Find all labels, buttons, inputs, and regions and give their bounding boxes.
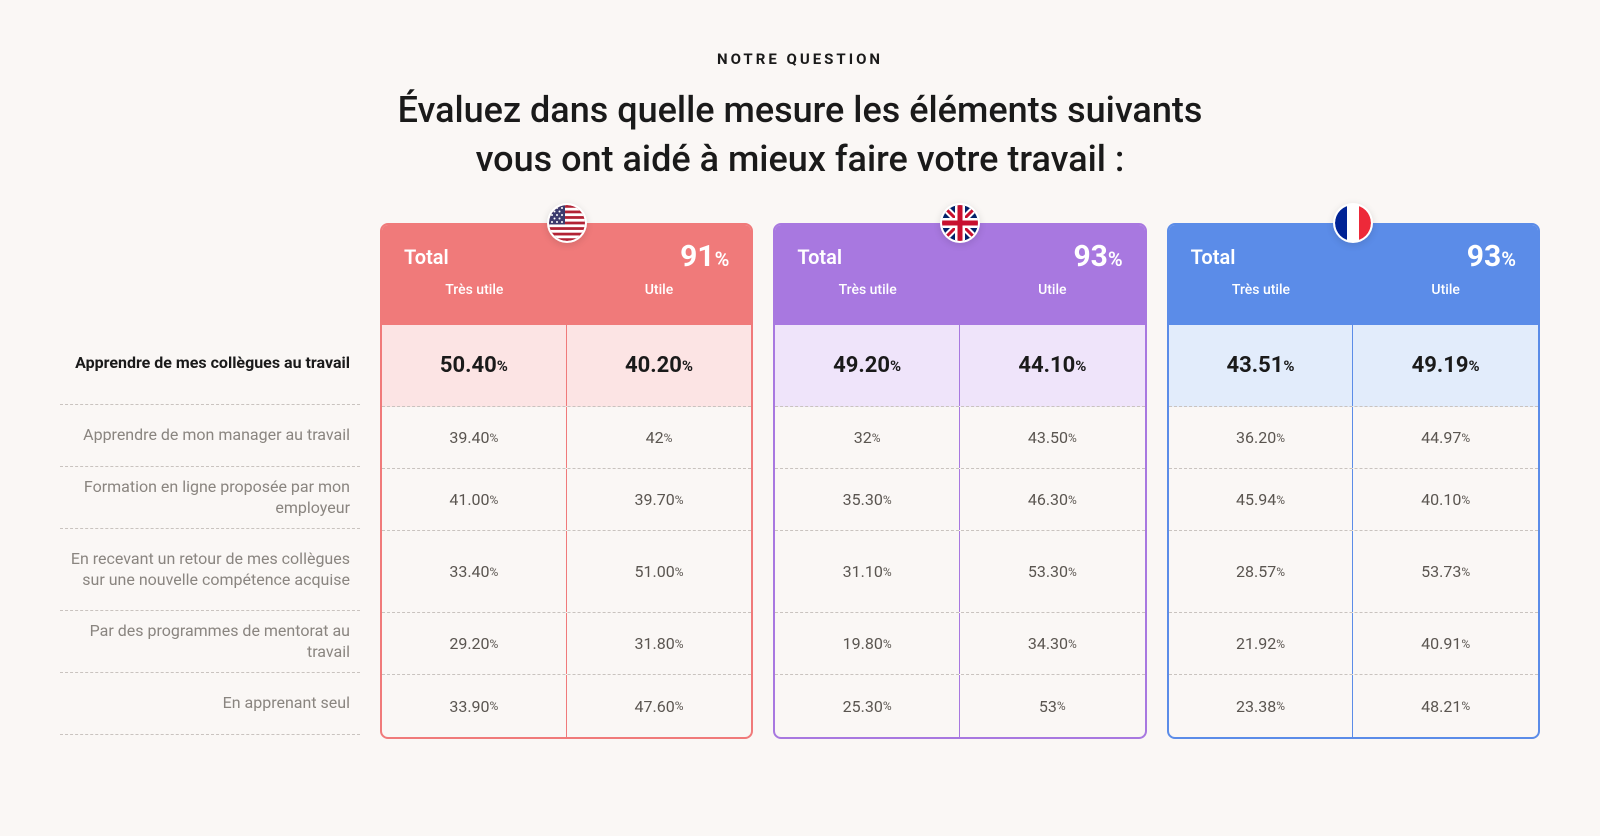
table-row: 33.40%51.00% xyxy=(382,531,751,613)
total-label: Total xyxy=(1191,245,1236,269)
cell-useful: 43.50% xyxy=(960,407,1145,468)
cell-useful: 53.30% xyxy=(960,531,1145,612)
cell-useful: 47.60% xyxy=(567,675,752,737)
cell-very-useful: 21.92% xyxy=(1169,613,1354,674)
cell-very-useful: 45.94% xyxy=(1169,469,1354,530)
row-label-highlight: Apprendre de mes collègues au travail xyxy=(60,323,360,405)
cell-very-useful: 31.10% xyxy=(775,531,960,612)
cell-very-useful: 19.80% xyxy=(775,613,960,674)
cell-useful: 49.19% xyxy=(1353,325,1538,406)
table-row: 28.57%53.73% xyxy=(1169,531,1538,613)
country-column-fr: Total 93% Très utileUtile 43.51%49.19%36.20… xyxy=(1167,223,1540,739)
flag-icon-fr xyxy=(1333,203,1373,243)
cell-useful: 34.30% xyxy=(960,613,1145,674)
cell-useful: 51.00% xyxy=(567,531,752,612)
cell-useful: 44.10% xyxy=(960,325,1145,406)
table-row: 25.30%53% xyxy=(775,675,1144,737)
cell-very-useful: 32% xyxy=(775,407,960,468)
country-column-uk: Total 93% Très utileUtile 49.20%44.10%32%43… xyxy=(773,223,1146,739)
total-percent: 93% xyxy=(1467,239,1516,274)
subheader-useful: Utile xyxy=(1353,282,1538,298)
country-box: Total 93% Très utileUtile 43.51%49.19%36.20… xyxy=(1167,223,1540,739)
title: Évaluez dans quelle mesure les éléments … xyxy=(60,86,1540,183)
cell-very-useful: 41.00% xyxy=(382,469,567,530)
cell-useful: 40.91% xyxy=(1353,613,1538,674)
flag-icon-us xyxy=(547,203,587,243)
row-label: En apprenant seul xyxy=(60,673,360,735)
table-row-highlight: 50.40%40.20% xyxy=(382,325,751,407)
title-line-1: Évaluez dans quelle mesure les éléments … xyxy=(398,89,1203,131)
table-row: 45.94%40.10% xyxy=(1169,469,1538,531)
row-label: Apprendre de mon manager au travail xyxy=(60,405,360,467)
cell-very-useful: 29.20% xyxy=(382,613,567,674)
cell-very-useful: 23.38% xyxy=(1169,675,1354,737)
cell-very-useful: 28.57% xyxy=(1169,531,1354,612)
flag-icon-uk xyxy=(940,203,980,243)
cell-useful: 53% xyxy=(960,675,1145,737)
cell-useful: 42% xyxy=(567,407,752,468)
subheader-useful: Utile xyxy=(567,282,752,298)
cell-useful: 44.97% xyxy=(1353,407,1538,468)
table-row: 35.30%46.30% xyxy=(775,469,1144,531)
table-row-highlight: 49.20%44.10% xyxy=(775,325,1144,407)
row-label: Formation en ligne proposée par mon empl… xyxy=(60,467,360,529)
country-box: Total 91% Très utileUtile 50.40%40.20%39.40… xyxy=(380,223,753,739)
table-row: 32%43.50% xyxy=(775,407,1144,469)
cell-useful: 31.80% xyxy=(567,613,752,674)
table-row: 36.20%44.97% xyxy=(1169,407,1538,469)
subheader-very-useful: Très utile xyxy=(1169,282,1354,298)
cell-very-useful: 36.20% xyxy=(1169,407,1354,468)
country-box: Total 93% Très utileUtile 49.20%44.10%32%43… xyxy=(773,223,1146,739)
cell-useful: 53.73% xyxy=(1353,531,1538,612)
total-label: Total xyxy=(797,245,842,269)
row-label: En recevant un retour de mes collègues s… xyxy=(60,529,360,611)
country-column-us: Total 91% Très utileUtile 50.40%40.20%39.40… xyxy=(380,223,753,739)
table-row: 41.00%39.70% xyxy=(382,469,751,531)
table-row: 39.40%42% xyxy=(382,407,751,469)
title-line-2: vous ont aidé à mieux faire votre travai… xyxy=(476,138,1125,180)
table-row-highlight: 43.51%49.19% xyxy=(1169,325,1538,407)
subheader-useful: Utile xyxy=(960,282,1145,298)
cell-useful: 46.30% xyxy=(960,469,1145,530)
table-row: 19.80%34.30% xyxy=(775,613,1144,675)
cell-very-useful: 33.90% xyxy=(382,675,567,737)
table-row: 31.10%53.30% xyxy=(775,531,1144,613)
row-label: Par des programmes de mentorat au travai… xyxy=(60,611,360,673)
table-row: 21.92%40.91% xyxy=(1169,613,1538,675)
table-row: 23.38%48.21% xyxy=(1169,675,1538,737)
cell-very-useful: 50.40% xyxy=(382,325,567,406)
cell-very-useful: 43.51% xyxy=(1169,325,1354,406)
cell-very-useful: 35.30% xyxy=(775,469,960,530)
total-percent: 91% xyxy=(680,239,729,274)
total-percent: 93% xyxy=(1073,239,1122,274)
comparison-grid: Apprendre de mes collègues au travailApp… xyxy=(60,223,1540,739)
cell-useful: 39.70% xyxy=(567,469,752,530)
subheader-very-useful: Très utile xyxy=(775,282,960,298)
table-row: 33.90%47.60% xyxy=(382,675,751,737)
table-row: 29.20%31.80% xyxy=(382,613,751,675)
cell-very-useful: 25.30% xyxy=(775,675,960,737)
cell-very-useful: 39.40% xyxy=(382,407,567,468)
total-label: Total xyxy=(404,245,449,269)
cell-very-useful: 49.20% xyxy=(775,325,960,406)
kicker: NOTRE QUESTION xyxy=(60,50,1540,68)
row-labels-column: Apprendre de mes collègues au travailApp… xyxy=(60,223,360,735)
cell-useful: 40.10% xyxy=(1353,469,1538,530)
subheader-very-useful: Très utile xyxy=(382,282,567,298)
header: NOTRE QUESTION Évaluez dans quelle mesur… xyxy=(60,50,1540,183)
cell-very-useful: 33.40% xyxy=(382,531,567,612)
cell-useful: 40.20% xyxy=(567,325,752,406)
cell-useful: 48.21% xyxy=(1353,675,1538,737)
